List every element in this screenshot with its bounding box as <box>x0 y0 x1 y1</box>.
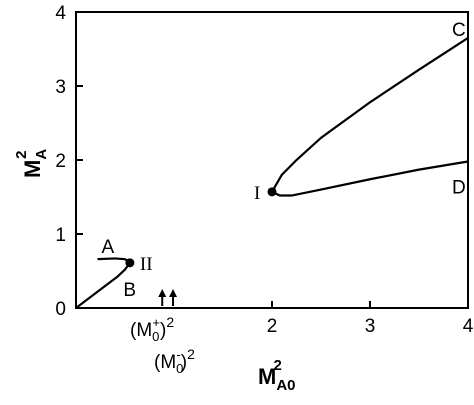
arrow-label-part: ) <box>181 352 187 373</box>
point-label: I <box>254 183 260 204</box>
arrow-label-part: 0 <box>176 361 183 376</box>
curve-label: C <box>452 20 466 41</box>
arrow-label-part: ) <box>160 320 166 341</box>
y-tick-label: 2 <box>55 151 66 172</box>
arrow-label-part: (M <box>154 352 176 373</box>
y-tick-label: 0 <box>55 299 66 320</box>
y-label-sup: 2 <box>13 150 30 158</box>
x-label-base: M <box>258 364 276 389</box>
critical-point <box>125 258 135 268</box>
point-label: II <box>140 254 153 275</box>
x-tick-label: 3 <box>365 316 376 337</box>
x-tick-label: 4 <box>463 316 474 337</box>
x-label-sup: 2 <box>274 357 282 374</box>
y-tick-label: 1 <box>55 225 66 246</box>
x-label-sub: A0 <box>276 377 295 394</box>
x-axis-label: MA0 2 <box>258 357 296 394</box>
y-label-base: M <box>20 160 45 178</box>
x-tick-label: 2 <box>267 316 278 337</box>
arrow-label-part: - <box>176 347 180 362</box>
y-tick-label: 4 <box>55 3 66 24</box>
curve <box>75 262 131 309</box>
arrow-head <box>169 289 178 297</box>
curve-label: B <box>123 280 136 301</box>
y-label-sub: A <box>33 149 50 160</box>
curve <box>271 160 469 197</box>
arrow-label: (M0-)2 <box>154 346 195 376</box>
arrow-label-part: 0 <box>152 329 159 344</box>
y-axis-label: MA2 <box>13 149 50 178</box>
y-tick-label: 3 <box>55 77 66 98</box>
arrow-label-part: (M <box>130 320 152 341</box>
curve-label: D <box>452 177 466 198</box>
plot-frame <box>75 11 469 309</box>
arrow-label-part: 2 <box>166 314 174 330</box>
critical-point <box>267 187 277 197</box>
arrow-label-part: 2 <box>187 346 195 362</box>
arrow-label-part: + <box>152 315 160 330</box>
arrow-label: (M0+)2 <box>130 314 174 344</box>
curve-label: A <box>102 237 115 258</box>
curve <box>271 36 469 193</box>
arrow-head <box>158 289 167 297</box>
curve <box>97 257 131 264</box>
